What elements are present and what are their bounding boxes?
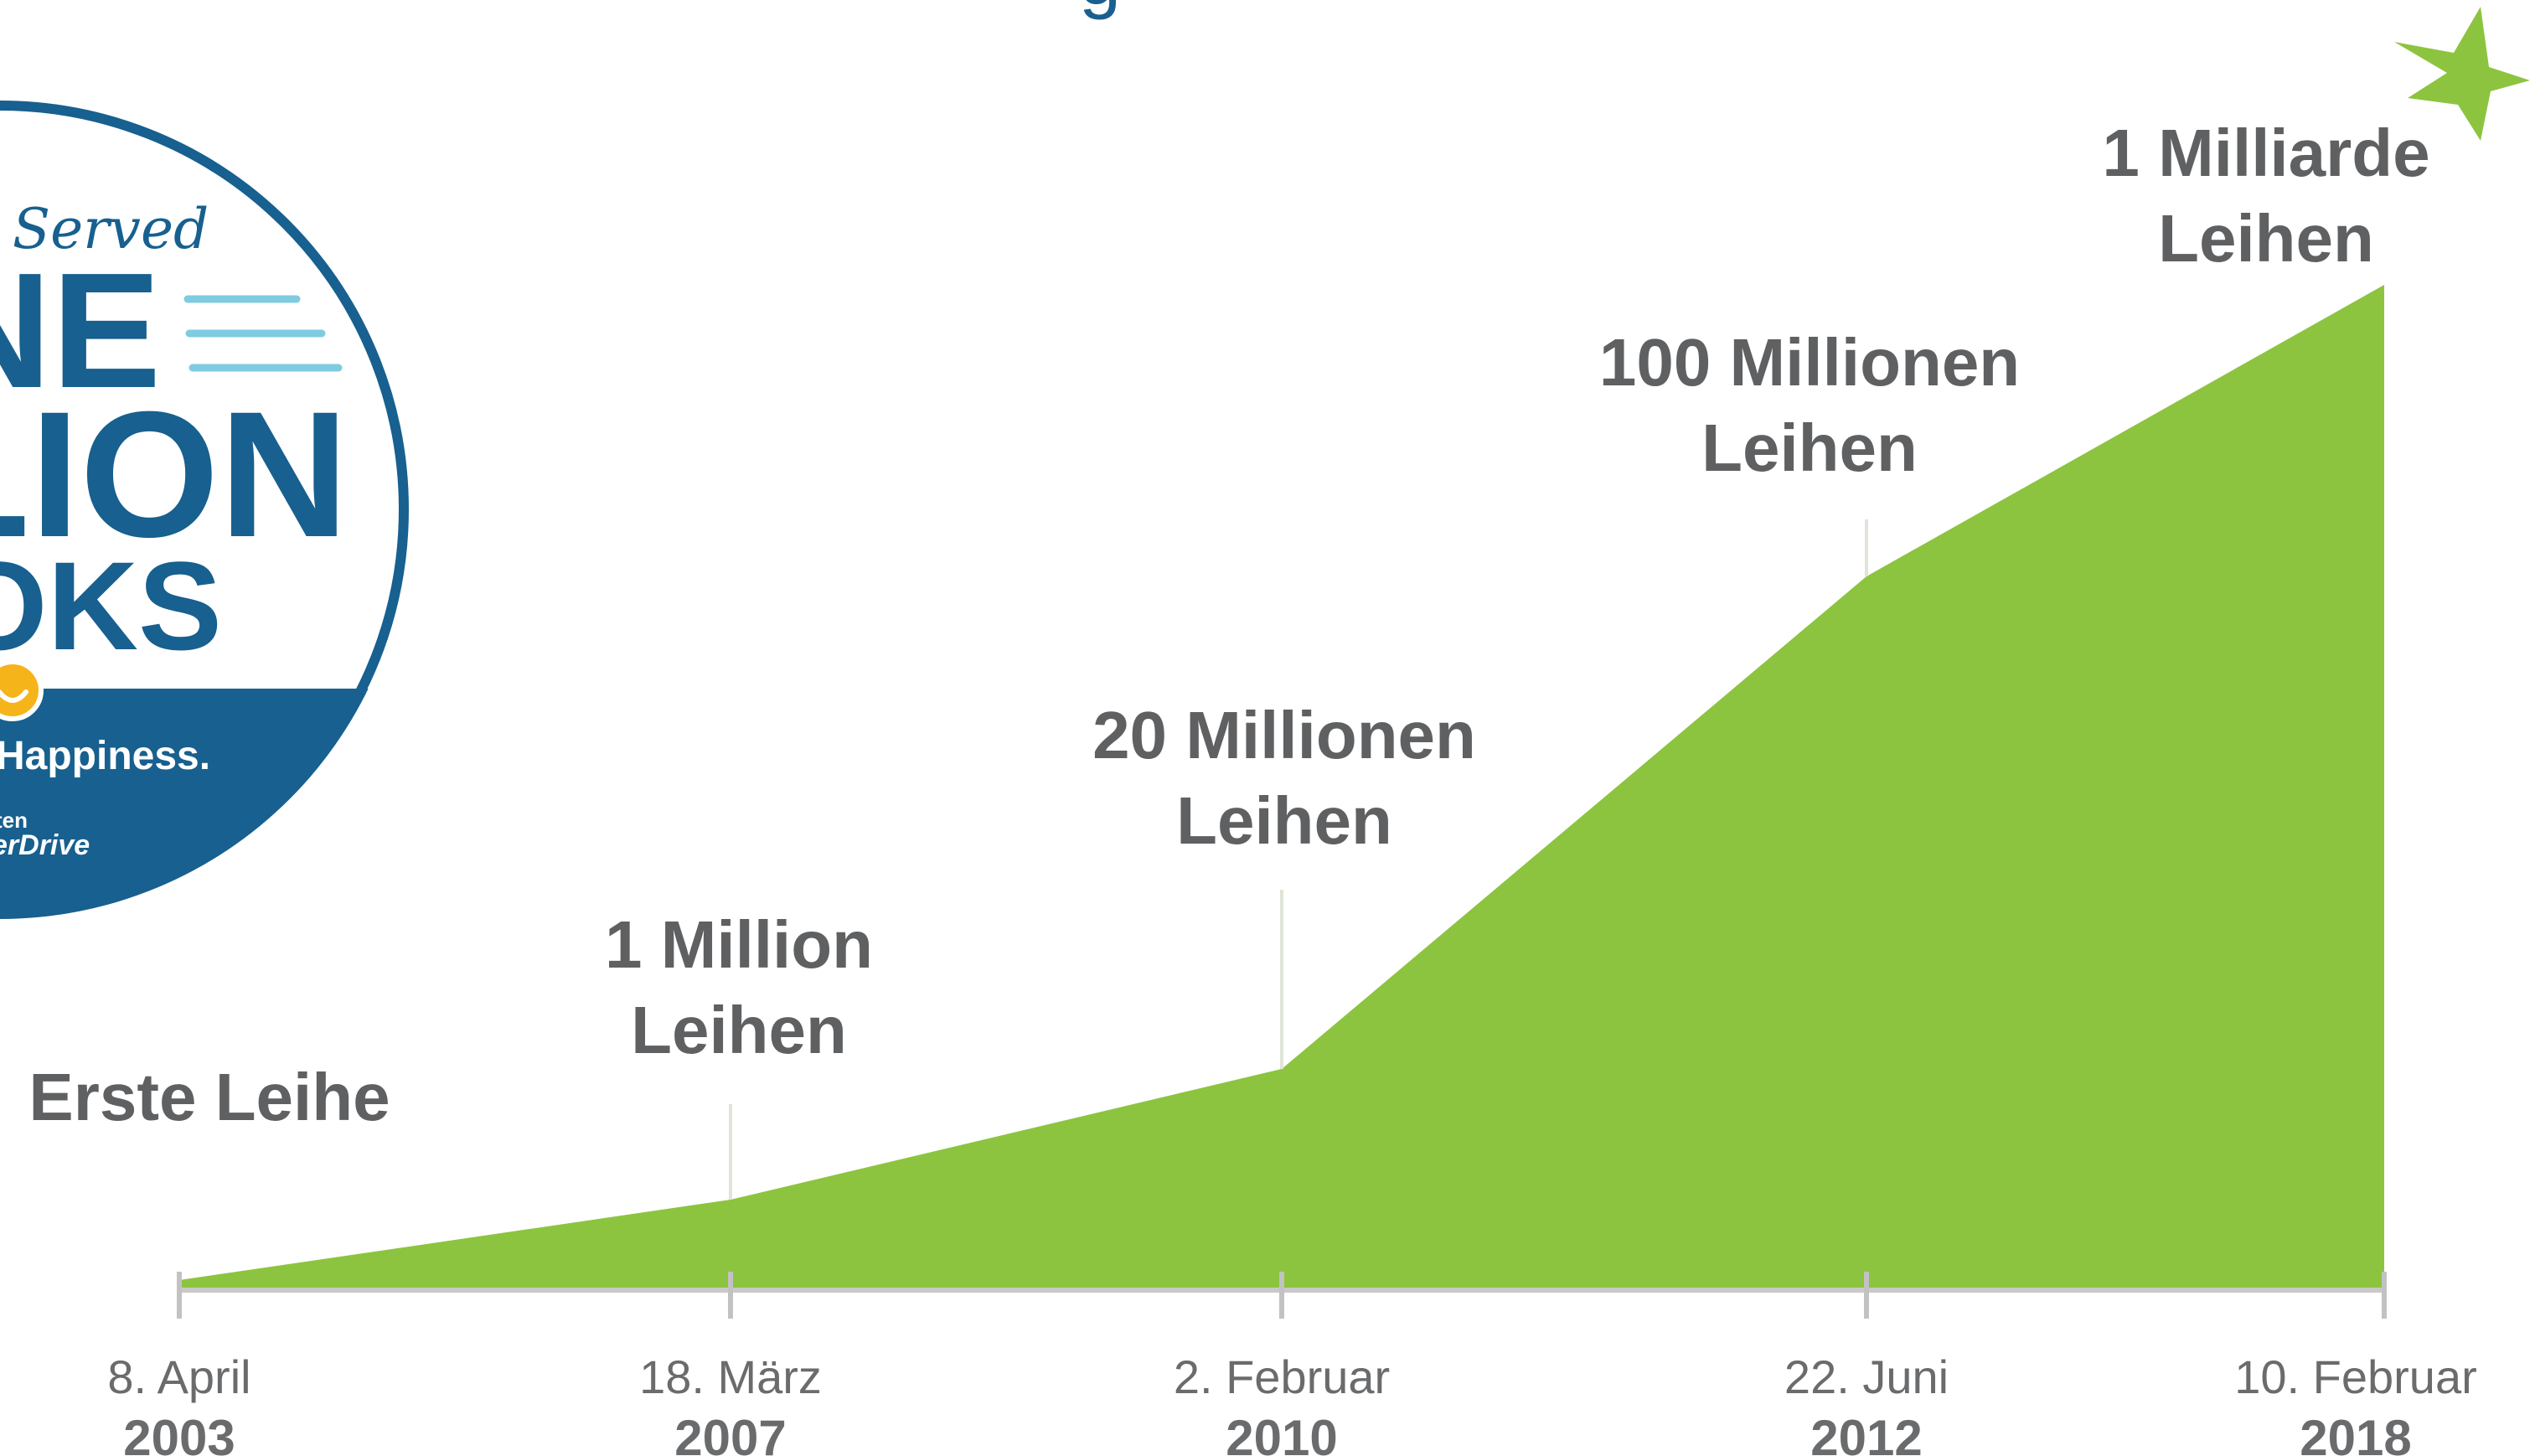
milestone-label: 100 Millionen Leihen — [1599, 325, 2020, 485]
x-axis-ticks — [177, 1272, 2387, 1319]
badge-line-one: NE — [0, 239, 161, 422]
milestone-annotations: Erste Leihe 1 Million Leihen 20 Millionen Le… — [28, 116, 2429, 1134]
badge-tagline: Happiness. — [0, 734, 210, 778]
x-tick-year-label: 2012 — [1810, 1410, 1922, 1456]
badge-line-two: LION — [0, 374, 348, 575]
x-tick-year-label: 2018 — [2300, 1410, 2411, 1456]
x-tick-date-label: 2. Februar — [1174, 1350, 1390, 1403]
milestone-label-line: 100 Millionen — [1599, 325, 2020, 400]
x-axis-tick-labels: 8. April 2003 18. März 2007 2. Februar 2010 22… — [107, 1350, 2476, 1456]
badge-served-text: s Served — [0, 197, 209, 261]
cropped-title-fragment: g — [1079, 0, 1121, 21]
milestone-label-line: Leihen — [631, 993, 847, 1067]
milestone-label: Erste Leihe — [28, 1060, 390, 1134]
star-icon — [2394, 7, 2530, 141]
milestone-label-line: 1 Million — [605, 907, 873, 982]
chart-plot-area: 8. April 2003 18. März 2007 2. Februar 2010 22… — [28, 116, 2476, 1456]
milestone-label-line: Erste Leihe — [28, 1060, 390, 1134]
x-tick-year-label: 2010 — [1226, 1410, 1337, 1456]
badge-light-lines — [183, 295, 343, 372]
x-tick-date-label: 10. Februar — [2234, 1350, 2477, 1403]
x-tick-date-label: 8. April — [107, 1350, 250, 1403]
badge-brand-small: ten — [0, 808, 28, 833]
x-tick-year-label: 2007 — [674, 1410, 786, 1456]
x-tick-date-label: 18. März — [639, 1350, 822, 1403]
smiley-icon — [0, 659, 44, 721]
milestone-label-line: Leihen — [1176, 783, 1392, 858]
milestone-label-line: 1 Milliarde — [2102, 116, 2429, 190]
series-area — [179, 285, 2384, 1290]
annotation-leaders — [729, 519, 1868, 1200]
x-tick-year-label: 2003 — [123, 1410, 235, 1456]
badge-line-three: OKS — [0, 535, 222, 676]
milestone-label: 1 Milliarde Leihen — [2102, 116, 2429, 276]
milestone-label-line: 20 Millionen — [1092, 698, 1476, 772]
milestone-label: 1 Million Leihen — [605, 907, 873, 1067]
badge-brand: erDrive — [0, 829, 90, 861]
milestone-label-line: Leihen — [2158, 201, 2374, 276]
x-tick-date-label: 22. Juni — [1784, 1350, 1949, 1403]
milestone-label-line: Leihen — [1701, 410, 1918, 485]
milestone-label: 20 Millionen Leihen — [1092, 698, 1476, 858]
one-billion-ebooks-badge: s Served NE LION OKS Happiness. ten erDr… — [0, 101, 410, 919]
